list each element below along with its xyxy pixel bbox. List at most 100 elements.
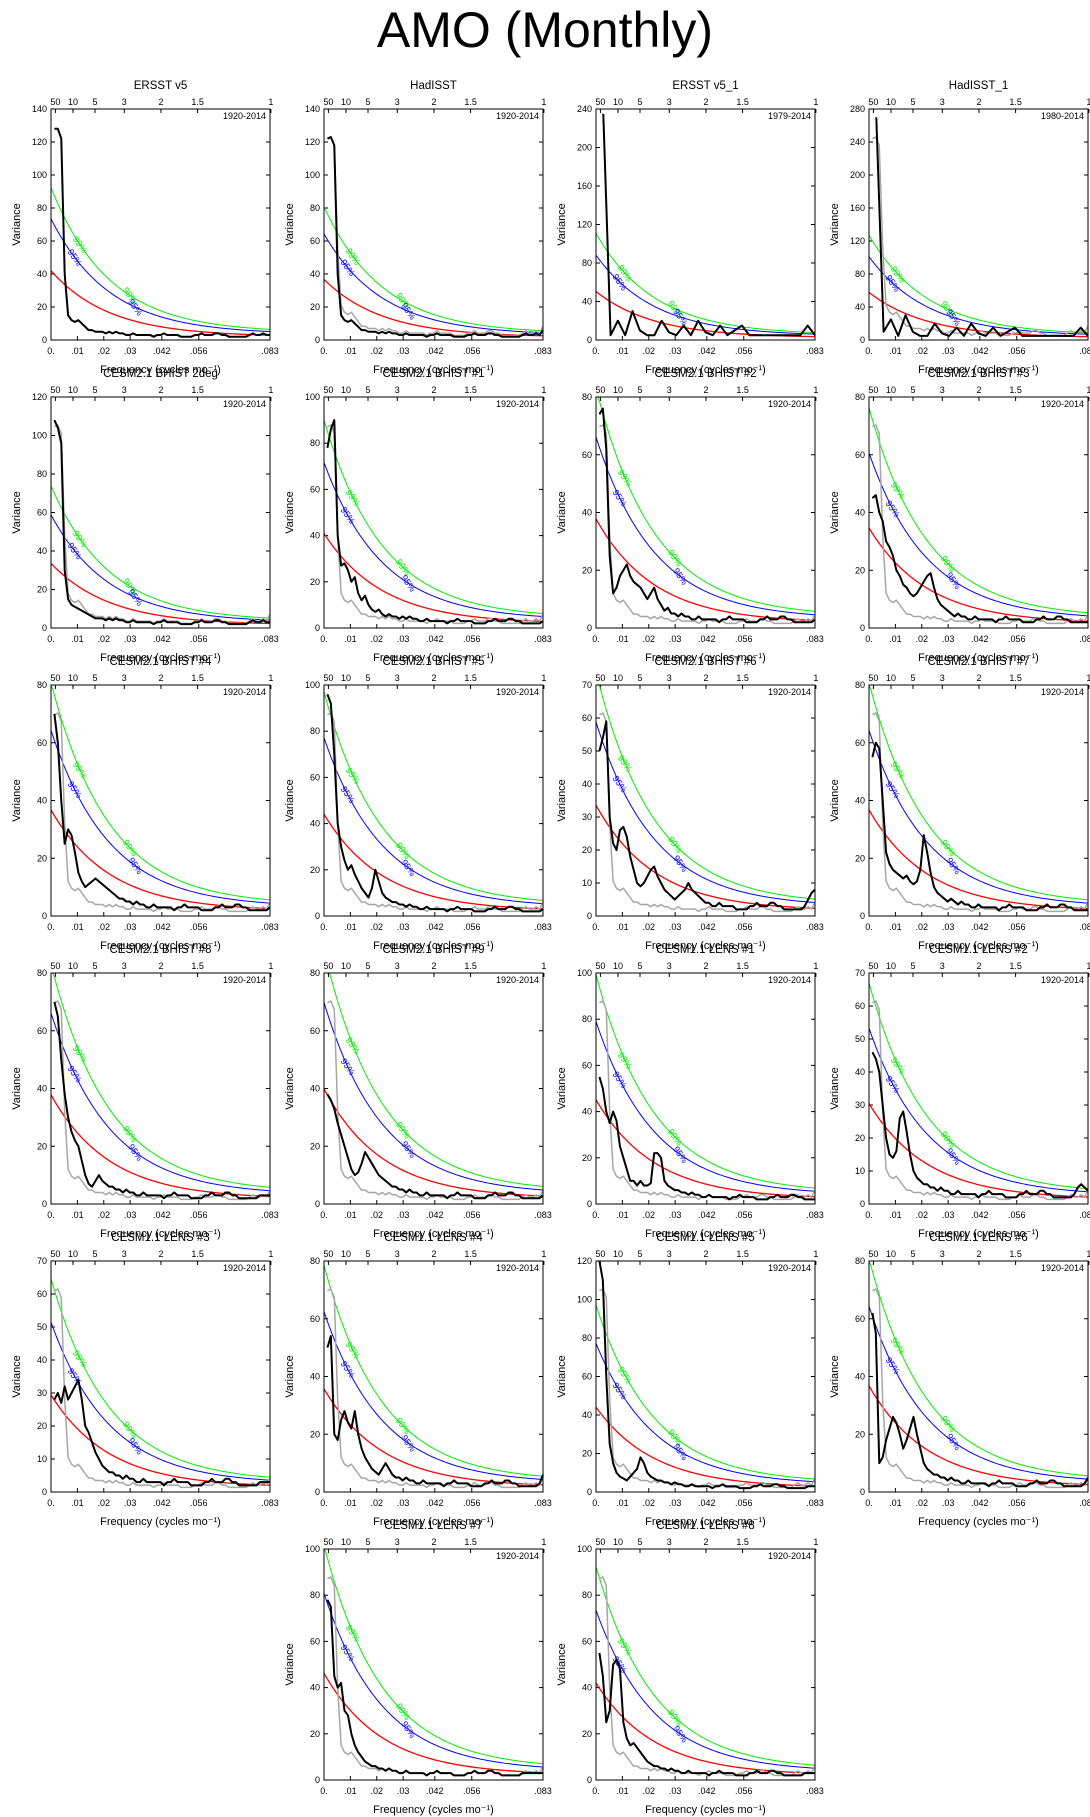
top-tick-label: 50	[323, 97, 333, 107]
panel-title: CESM1.1 LENS #2	[929, 944, 1027, 956]
label-95: 95%	[65, 1366, 84, 1386]
curve-99	[595, 233, 816, 334]
reference-spectrum	[599, 424, 816, 625]
x-tick-label: .042	[153, 1210, 171, 1220]
x-tick-label: .056	[1008, 922, 1026, 932]
curve-99	[50, 1278, 271, 1478]
x-tick-label: .042	[426, 1210, 444, 1220]
y-tick-label: 0	[42, 1487, 47, 1497]
y-tick-label: 20	[310, 865, 320, 875]
y-tick-label: 40	[582, 779, 592, 789]
red-noise-curve	[50, 1394, 271, 1486]
y-axis-label: Variance	[829, 491, 841, 534]
period-label: 1920-2014	[768, 399, 811, 409]
x-tick-label: .02	[643, 634, 656, 644]
x-tick-label: .03	[124, 922, 137, 932]
period-label: 1920-2014	[1041, 975, 1084, 985]
x-tick-label: .03	[669, 1786, 682, 1796]
label-95: 95%	[338, 505, 357, 525]
x-tick-label: 0.	[865, 1498, 873, 1508]
x-axis-label: Frequency (cycles mo⁻¹)	[918, 1228, 1039, 1240]
chart-panel: CESM1.1 LENS #5 1920-2014 Frequency (cycle…	[556, 1232, 824, 1528]
top-tick-label: 2	[976, 97, 981, 107]
y-axis-label: Variance	[11, 491, 23, 534]
x-tick-label: 0.	[320, 346, 328, 356]
top-tick-label: 2	[976, 673, 981, 683]
y-tick-label: 0	[42, 1199, 47, 1209]
red-noise-curve	[323, 813, 544, 910]
top-tick-label: 1	[813, 961, 818, 971]
curve-99	[50, 684, 271, 901]
red-noise-curve	[595, 1099, 816, 1198]
label-95: 95%	[671, 307, 690, 327]
red-noise-curve	[50, 270, 271, 336]
period-label: 1920-2014	[768, 975, 811, 985]
top-tick-label: 1.5	[736, 97, 749, 107]
top-tick-label: 50	[868, 961, 878, 971]
x-tick-label: .01	[889, 1210, 902, 1220]
top-tick-label: 5	[910, 673, 915, 683]
x-tick-label: .02	[98, 346, 111, 356]
x-tick-label: .03	[942, 1498, 955, 1508]
label-99: 99%	[889, 1056, 908, 1076]
curve-95	[50, 1012, 271, 1192]
top-tick-label: 50	[595, 385, 605, 395]
period-label: 1920-2014	[496, 1263, 539, 1273]
top-tick-label: 10	[341, 97, 351, 107]
top-tick-label: 5	[910, 97, 915, 107]
top-tick-label: 5	[910, 961, 915, 971]
y-tick-label: 60	[582, 1636, 592, 1646]
panel-title: CESM2.1 BHIST #2	[654, 368, 756, 380]
x-tick-label: .02	[916, 922, 929, 932]
x-tick-label: .03	[669, 1210, 682, 1220]
top-tick-label: 1	[1086, 961, 1090, 971]
top-tick-label: 1	[1086, 97, 1090, 107]
x-axis-label: Frequency (cycles mo⁻¹)	[645, 1228, 766, 1240]
top-tick-label: 1.5	[736, 1249, 749, 1259]
chart-panel: CESM1.1 LENS #2 1920-2014 Frequency (cycle…	[829, 944, 1090, 1240]
top-tick-label: 10	[68, 961, 78, 971]
red-noise-curve	[868, 291, 1089, 338]
label-95: 95%	[65, 779, 84, 799]
top-tick-label: 2	[703, 673, 708, 683]
curve-95	[595, 254, 816, 335]
x-tick-label: .03	[397, 346, 410, 356]
x-tick-label: .03	[669, 346, 682, 356]
plot-frame	[595, 1260, 816, 1493]
chart-panel: CESM1.1 LENS #7 1920-2014 Frequency (cycle…	[284, 1520, 552, 1816]
x-tick-label: .056	[735, 922, 753, 932]
label-95: 95%	[399, 1139, 418, 1159]
top-tick-label: 50	[595, 673, 605, 683]
curve-95	[868, 452, 1089, 617]
x-tick-label: .083	[534, 634, 552, 644]
y-tick-label: 20	[582, 1153, 592, 1163]
x-tick-label: .042	[153, 634, 171, 644]
x-tick-label: .02	[371, 346, 384, 356]
top-tick-label: 50	[323, 1537, 333, 1547]
y-axis-label: Variance	[11, 779, 23, 822]
y-tick-label: 40	[310, 1683, 320, 1693]
y-axis-label: Variance	[284, 1355, 296, 1398]
top-tick-label: 3	[122, 673, 127, 683]
top-tick-label: 3	[940, 961, 945, 971]
y-tick-label: 80	[582, 1590, 592, 1600]
top-tick-label: 50	[868, 97, 878, 107]
plot-frame	[868, 972, 1089, 1205]
chart-panel: HadISST_1 1980-2014 Frequency (cycles mo⁻¹…	[829, 80, 1090, 376]
plot-frame	[323, 972, 544, 1205]
label-95: 95%	[126, 297, 145, 317]
top-tick-label: 10	[886, 961, 896, 971]
period-label: 1920-2014	[496, 111, 539, 121]
spectrum-line	[53, 1378, 270, 1487]
x-tick-label: .03	[669, 1498, 682, 1508]
x-tick-label: .042	[426, 1786, 444, 1796]
curve-95	[323, 737, 544, 905]
y-tick-label: 40	[310, 531, 320, 541]
y-tick-label: 80	[37, 968, 47, 978]
top-tick-label: 3	[395, 1537, 400, 1547]
x-tick-label: .083	[534, 346, 552, 356]
label-99: 99%	[121, 838, 140, 858]
x-tick-label: .01	[71, 634, 84, 644]
x-tick-label: .056	[735, 346, 753, 356]
x-tick-label: .042	[153, 1498, 171, 1508]
